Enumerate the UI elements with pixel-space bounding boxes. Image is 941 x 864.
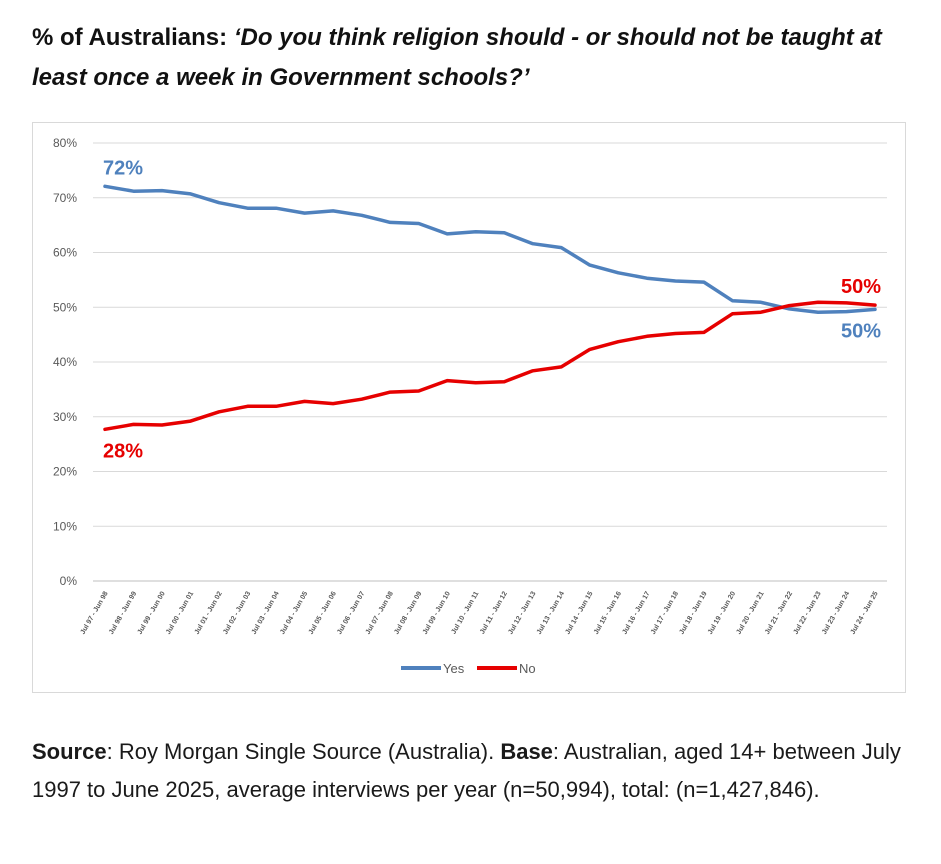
annotation-label: 50% bbox=[841, 276, 881, 298]
x-tick-label: Jul 16 - Jun 17 bbox=[621, 590, 651, 635]
annotation-label: 28% bbox=[103, 440, 143, 462]
title-prefix: % of Australians: bbox=[32, 24, 228, 51]
x-tick-label: Jul 21 - Jun 22 bbox=[764, 590, 794, 635]
base-label: Base bbox=[500, 739, 553, 764]
y-tick-label: 20% bbox=[53, 465, 77, 479]
x-tick-label: Jul 12 - Jun 13 bbox=[507, 590, 537, 635]
x-tick-label: Jul 13 - Jun 14 bbox=[536, 590, 566, 635]
legend-label-yes: Yes bbox=[443, 661, 465, 676]
annotation-label: 50% bbox=[841, 320, 881, 342]
x-tick-label: Jul 01 - Jun 02 bbox=[194, 590, 224, 635]
x-tick-label: Jul 14 - Jun 15 bbox=[564, 590, 594, 635]
source-label: Source bbox=[32, 739, 107, 764]
source-note: Source: Roy Morgan Single Source (Austra… bbox=[32, 733, 912, 809]
y-tick-label: 80% bbox=[53, 136, 77, 150]
x-tick-label: Jul 11 - Jun 12 bbox=[479, 590, 509, 635]
y-tick-label: 30% bbox=[53, 410, 77, 424]
x-tick-label: Jul 04 - Jun 05 bbox=[279, 590, 309, 635]
y-tick-label: 0% bbox=[60, 574, 78, 588]
title-question: ‘Do you think religion should - or shoul… bbox=[32, 24, 882, 91]
x-tick-label: Jul 08 - Jun 09 bbox=[393, 590, 423, 635]
source-text: : Roy Morgan Single Source (Australia). bbox=[106, 739, 501, 764]
base-text: : Australian, aged 14+ between July 1997… bbox=[32, 739, 901, 802]
x-tick-label: Jul 23 - Jun 24 bbox=[821, 590, 851, 635]
x-tick-label: Jul 03 - Jun 04 bbox=[251, 590, 281, 635]
x-tick-label: Jul 05 - Jun 06 bbox=[308, 590, 338, 635]
x-tick-label: Jul 98 - Jun 99 bbox=[108, 590, 138, 635]
y-tick-label: 60% bbox=[53, 246, 77, 260]
y-tick-label: 40% bbox=[53, 355, 77, 369]
x-tick-label: Jul 02 - Jun 03 bbox=[222, 590, 252, 635]
x-tick-label: Jul 15 - Jun 16 bbox=[593, 590, 623, 635]
y-tick-label: 50% bbox=[53, 300, 77, 314]
series-line-yes bbox=[103, 184, 877, 314]
annotation-label: 72% bbox=[103, 157, 143, 179]
x-tick-label: Jul 00 - Jun 01 bbox=[165, 590, 195, 635]
x-tick-label: Jul 10 - Jun 11 bbox=[450, 590, 480, 635]
x-tick-label: Jul 19 - Jun 20 bbox=[707, 590, 737, 635]
x-tick-label: Jul 07 - Jun 08 bbox=[365, 590, 395, 635]
chart-title: % of Australians: ‘Do you think religion… bbox=[32, 18, 922, 98]
x-tick-label: Jul 99 - Jun 00 bbox=[137, 590, 167, 635]
x-tick-label: Jul 97 - Jun 98 bbox=[80, 590, 110, 635]
x-tick-label: Jul 17 - Jun 18 bbox=[650, 590, 680, 635]
x-tick-label: Jul 06 - Jun 07 bbox=[336, 590, 366, 635]
series-line-no bbox=[103, 300, 877, 432]
x-tick-label: Jul 22 - Jun 23 bbox=[793, 590, 823, 635]
legend-label-no: No bbox=[519, 661, 536, 676]
y-tick-label: 10% bbox=[53, 519, 77, 533]
chart-area: 0% 10% 20% 30% 40% 50% 60% 70% 80% Jul 97 - Jun 9… bbox=[32, 122, 906, 693]
x-tick-label: Jul 18 - Jun 19 bbox=[678, 590, 708, 635]
line-chart: 0% 10% 20% 30% 40% 50% 60% 70% 80% Jul 97 - Jun 9… bbox=[53, 136, 887, 676]
x-tick-label: Jul 20 - Jun 21 bbox=[735, 590, 765, 635]
x-tick-label: Jul 09 - Jun 10 bbox=[422, 590, 452, 635]
y-tick-label: 70% bbox=[53, 191, 77, 205]
x-tick-label: Jul 24 - Jun 25 bbox=[850, 590, 880, 635]
